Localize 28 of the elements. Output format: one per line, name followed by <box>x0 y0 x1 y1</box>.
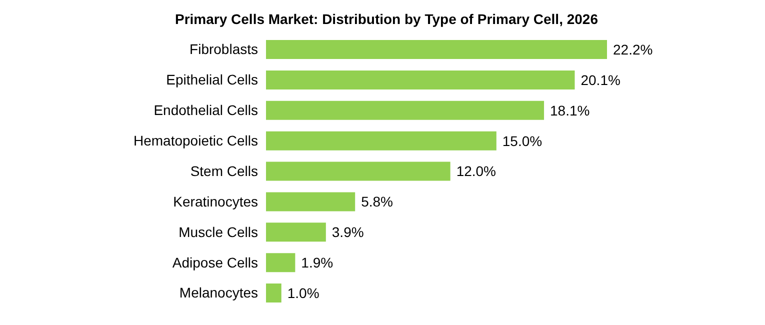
bar <box>266 100 544 120</box>
bar <box>266 131 496 150</box>
data-label: 15.0% <box>502 132 542 149</box>
y-tick-label: Melanocytes <box>179 284 258 301</box>
y-tick-label: Stem Cells <box>190 162 258 179</box>
y-tick-label: Epithelial Cells <box>166 72 258 88</box>
y-tick-label: Endothelial Cells <box>154 102 258 118</box>
bar <box>266 162 450 181</box>
y-tick-label: Fibroblasts <box>190 41 258 58</box>
data-label: 22.2% <box>613 41 653 58</box>
bar <box>266 70 575 90</box>
y-tick-label: Keratinocytes <box>173 193 258 210</box>
y-tick-label: Adipose Cells <box>172 254 258 270</box>
bar <box>266 192 356 212</box>
data-label: 18.1% <box>550 102 590 118</box>
chart-title: Primary Cells Market: Distribution by Type of Primary Cell, 2026 <box>174 10 599 29</box>
bar <box>266 40 607 59</box>
data-label: 1.0% <box>287 285 320 302</box>
y-tick-label: Hematopoietic Cells <box>134 132 258 149</box>
bar <box>266 222 326 242</box>
data-label: 3.9% <box>332 224 364 240</box>
y-tick-label: Muscle Cells <box>178 224 258 240</box>
data-label: 5.8% <box>361 194 394 210</box>
bar <box>266 253 296 272</box>
data-label: 1.9% <box>301 254 334 271</box>
data-label: 12.0% <box>456 163 496 180</box>
data-label: 20.1% <box>580 72 620 88</box>
bar <box>266 284 282 303</box>
